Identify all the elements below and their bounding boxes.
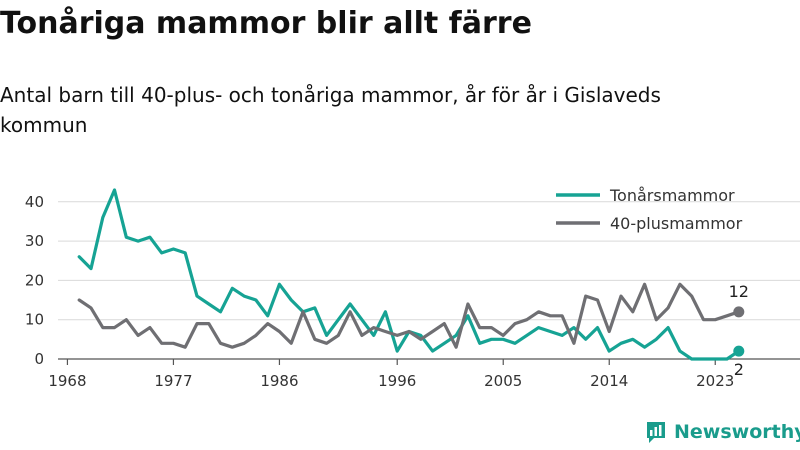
chart-title: Tonåriga mammor blir allt färre (0, 6, 532, 41)
end-marker (733, 306, 745, 318)
y-tick-label: 0 (34, 350, 44, 368)
newsworthy-logo-icon (647, 422, 665, 443)
legend-label: Tonårsmammor (609, 186, 735, 205)
x-tick-label: 1977 (154, 372, 192, 390)
y-tick-label: 10 (25, 311, 44, 329)
end-markers: 12 2 (729, 282, 749, 379)
y-tick-label: 20 (25, 271, 44, 289)
series-line-40-plusmammor (77, 282, 741, 349)
x-tick-label: 1986 (260, 372, 298, 390)
end-value-label: 12 (729, 282, 749, 301)
legend-label: 40-plusmammor (610, 214, 743, 233)
newsworthy-logo: Newsworthy (645, 420, 800, 444)
logo-text: Newsworthy (674, 421, 800, 443)
y-tick-label: 40 (25, 193, 44, 211)
end-value-label: 2 (734, 360, 744, 379)
end-marker (733, 345, 745, 357)
series-lines (77, 188, 741, 361)
x-tick-label: 1968 (48, 372, 86, 390)
gridlines (58, 201, 800, 321)
chart-subtitle: Antal barn till 40-plus- och tonåriga ma… (0, 83, 661, 137)
x-tick-label: 1996 (378, 372, 416, 390)
legend: Tonårsmammor 40-plusmammor (556, 186, 743, 233)
x-axis: 1968 1977 1986 1996 2005 2014 2023 (48, 358, 800, 390)
y-axis-ticks: 0 10 20 30 40 (25, 193, 44, 368)
x-tick-label: 2014 (590, 372, 628, 390)
y-tick-label: 30 (25, 232, 44, 250)
x-tick-label: 2023 (696, 372, 734, 390)
x-tick-label: 2005 (484, 372, 522, 390)
